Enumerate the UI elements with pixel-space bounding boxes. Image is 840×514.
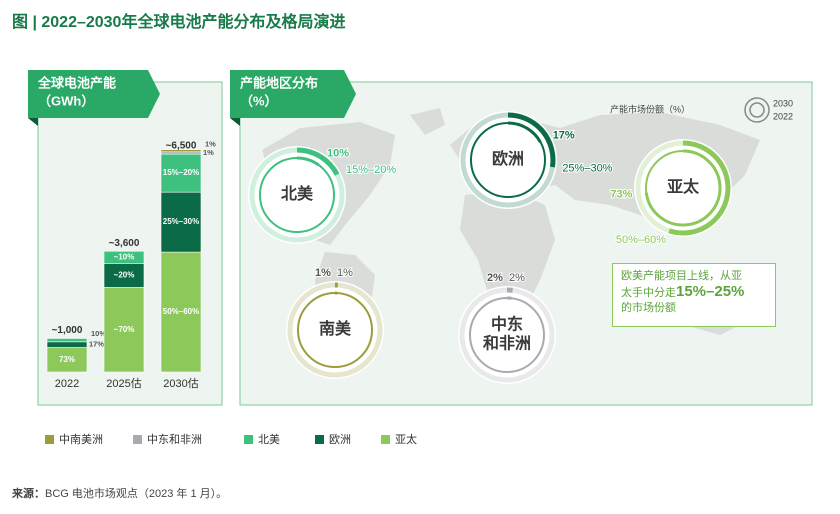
legend-swatch (244, 435, 253, 444)
data-label: ~10% (114, 252, 135, 261)
tab-fold (230, 118, 240, 126)
callout-text: 欧美产能项目上线，从亚 (621, 270, 742, 282)
x-tick-label: 2030估 (163, 377, 198, 390)
ring-value-label: 25%–30% (562, 163, 612, 175)
page-title: 图 | 2022–2030年全球电池产能分布及格局演进 (12, 12, 345, 31)
region-name: 欧洲 (492, 149, 524, 168)
legend-label: 亚太 (395, 433, 417, 446)
ring-value-label: 15%–20% (346, 164, 396, 176)
callout: 欧美产能项目上线，从亚 太手中分走15%–25% 的市场份额 (612, 263, 776, 327)
bar-segment (160, 151, 202, 155)
legend-swatch (315, 435, 324, 444)
source-label: 来源： (11, 486, 45, 500)
panel-title: 产能地区分布 (240, 75, 318, 90)
tab (28, 70, 160, 118)
source-text: BCG 电池市场观点（2023 年 1 月）。 (45, 486, 227, 500)
tab-fold (28, 118, 38, 126)
ring-arc-2022 (296, 156, 320, 167)
ring-arc-2030 (296, 147, 340, 176)
total-label: ~1,000 (52, 325, 83, 336)
tab (230, 70, 356, 118)
region-name: 亚太 (667, 177, 700, 196)
region-name: 南美 (319, 319, 352, 338)
bar-segment (160, 149, 202, 153)
bar-segment (103, 287, 145, 373)
ring-legend-inner (749, 102, 765, 118)
bar-segment (160, 251, 202, 373)
legend-swatch (45, 435, 54, 444)
bar-segment (160, 153, 202, 193)
data-label: 17% (89, 340, 104, 349)
ring-value-label: 1% (337, 267, 353, 279)
data-label: 1% (205, 140, 216, 149)
ring-value-label: 10% (327, 148, 349, 160)
panel-title: （%） (240, 93, 278, 108)
data-label: 10% (91, 329, 106, 338)
ring-bg (458, 286, 556, 384)
legend-label: 中东和非洲 (147, 433, 202, 446)
region-name: 北美 (281, 184, 314, 203)
bar-segment (160, 191, 202, 253)
ring-arc-2022 (507, 121, 542, 143)
ring-value-label: 2% (487, 272, 503, 284)
legend-label: 北美 (258, 433, 280, 446)
bar-segment (46, 338, 88, 343)
ring-bg (248, 146, 346, 244)
data-label: ~70% (114, 325, 135, 334)
callout-text: 的市场份额 (621, 302, 676, 314)
data-label: 50%–60% (163, 307, 199, 316)
x-tick-label: 2022 (55, 378, 79, 390)
data-label: 25%–30% (163, 217, 199, 226)
x-tick-label: 2025估 (106, 377, 141, 390)
ring-legend-title: 产能市场份额（%） (610, 103, 690, 114)
legend-label: 中南美洲 (59, 433, 103, 446)
legend-label: 欧洲 (329, 433, 351, 446)
data-label: 1% (203, 148, 214, 157)
ring-legend-outer (744, 97, 770, 123)
panel-title: （GWh） (38, 93, 94, 108)
total-label: ~3,600 (109, 238, 140, 249)
data-label: 73% (59, 355, 75, 364)
ring-bg (286, 281, 384, 379)
bar-segment (46, 341, 88, 348)
ring-value-label: 17% (553, 129, 575, 141)
ring-arc-2030 (668, 140, 731, 236)
total-label: ~6,500 (166, 141, 197, 152)
ring-legend-label: 2022 (773, 111, 793, 121)
ring-bg (634, 139, 732, 237)
legend-swatch (381, 435, 390, 444)
callout-highlight: 15%–25% (676, 283, 745, 300)
ring-value-label: 1% (315, 267, 331, 279)
ring-arc-2022 (644, 149, 722, 227)
data-label: ~20% (114, 271, 135, 280)
data-label: 15%–20% (163, 168, 199, 177)
callout-text: 太手中分走 (621, 287, 676, 299)
ring-value-label: 73% (610, 188, 632, 200)
bar-segment (103, 263, 145, 288)
region-name: 中东 (491, 315, 523, 334)
region-name: 和非洲 (483, 334, 531, 353)
ring-value-label: 50%–60% (616, 234, 666, 246)
bar-segment (103, 250, 145, 264)
ring-legend-label: 2030 (773, 98, 793, 108)
ring-value-label: 2% (509, 272, 525, 284)
panel-title: 全球电池产能 (37, 75, 116, 90)
source: 来源：BCG 电池市场观点（2023 年 1 月）。 (11, 486, 227, 500)
ring-bg (459, 111, 557, 209)
legend-swatch (133, 435, 142, 444)
ring-arc-2030 (507, 112, 556, 168)
